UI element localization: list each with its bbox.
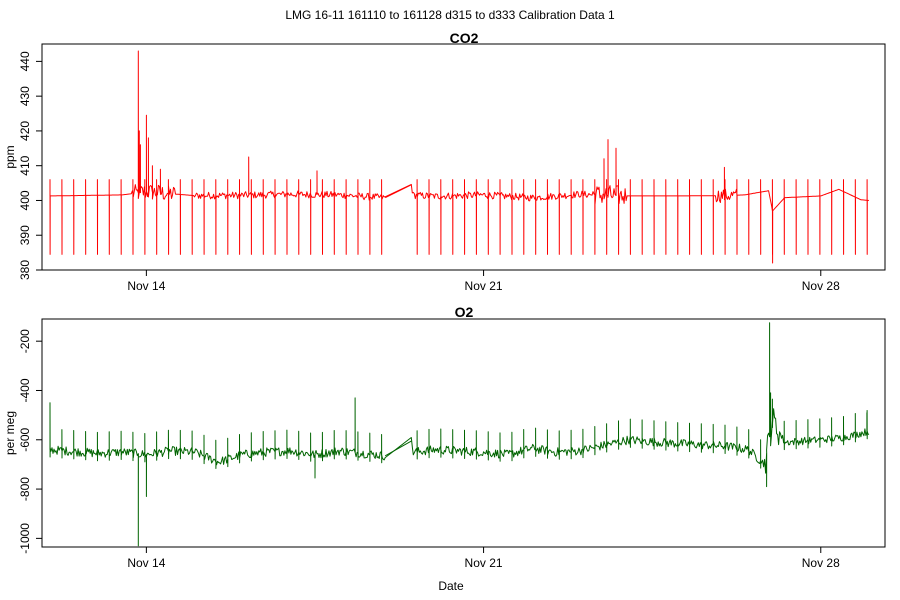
o2-x-tick-label: Nov 14 <box>127 556 165 570</box>
x-axis-label: Date <box>438 579 464 593</box>
co2-y-tick-label: 440 <box>18 51 32 71</box>
o2-x-tick-label: Nov 28 <box>802 556 840 570</box>
o2-panel: O2 Nov 14 Nov 21 Nov 28 -1000-800-600-400-… <box>3 304 886 593</box>
o2-panel-title: O2 <box>455 304 474 320</box>
o2-series-line <box>49 322 870 547</box>
o2-y-tick-label: -600 <box>18 427 32 451</box>
co2-panel: CO2 Nov 14 Nov 21 Nov 28 380 390 400 410 420 43… <box>3 30 886 293</box>
co2-y-tick-label: 430 <box>18 86 32 106</box>
co2-y-tick-label: 390 <box>18 225 32 245</box>
co2-plot-frame <box>41 43 886 271</box>
co2-y-tick-label: 380 <box>18 260 32 280</box>
co2-x-axis: Nov 14 Nov 21 Nov 28 <box>127 270 840 293</box>
co2-series-line <box>49 50 869 264</box>
co2-y-axis: 380 390 400 410 420 430 440 <box>18 51 42 280</box>
o2-gap-connector <box>384 440 412 457</box>
o2-y-tick-label: -1000 <box>18 523 32 554</box>
o2-x-tick-label: Nov 21 <box>465 556 503 570</box>
o2-x-axis: Nov 14 Nov 21 Nov 28 <box>127 547 840 570</box>
co2-y-tick-label: 410 <box>18 155 32 175</box>
o2-y-tick-label: -400 <box>18 378 32 402</box>
o2-y-tick-label: -800 <box>18 477 32 501</box>
o2-series <box>49 322 870 547</box>
o2-y-axis-label: per meg <box>3 411 17 455</box>
co2-x-tick-label: Nov 14 <box>127 279 165 293</box>
o2-plot-frame <box>41 318 886 548</box>
co2-series <box>49 50 869 264</box>
co2-gap-connector <box>385 184 412 199</box>
co2-panel-title: CO2 <box>450 30 479 46</box>
o2-y-tick-label: -200 <box>18 329 32 353</box>
co2-y-tick-label: 420 <box>18 121 32 141</box>
co2-y-axis-label: ppm <box>3 145 17 168</box>
co2-y-tick-label: 400 <box>18 190 32 210</box>
co2-x-tick-label: Nov 28 <box>802 279 840 293</box>
co2-x-tick-label: Nov 21 <box>465 279 503 293</box>
figure-title: LMG 16-11 161110 to 161128 d315 to d333 … <box>285 8 615 22</box>
o2-y-axis: -1000 -800 -600 -400 -200 <box>18 329 42 554</box>
